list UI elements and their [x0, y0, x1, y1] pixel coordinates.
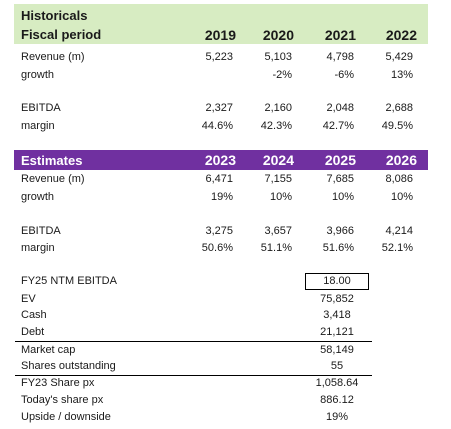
est-growth-2025: 10% [331, 191, 354, 203]
year-header-2023: 2023 [204, 152, 236, 168]
hist-margin-2021: 42.7% [322, 120, 354, 132]
est-growth-label: growth [21, 191, 55, 203]
ntm-ebitda-multiple-input[interactable]: 18.00 [305, 273, 369, 290]
est-revenue-label: Revenue (m) [21, 173, 85, 185]
todays-share-px-value: 886.12 [320, 394, 354, 406]
est-revenue-2026: 8,086 [385, 173, 413, 185]
hist-revenue-2022: 5,429 [385, 51, 413, 63]
hist-revenue-label: Revenue (m) [21, 51, 85, 63]
divider-market-cap [15, 341, 372, 342]
year-header-2020: 2020 [262, 27, 294, 43]
fy23-share-px-label: FY23 Share px [21, 377, 95, 389]
est-revenue-2024: 7,155 [264, 173, 292, 185]
ntm-ebitda-label: FY25 NTM EBITDA [21, 275, 117, 287]
est-margin-2026: 52.1% [381, 242, 413, 254]
year-header-2021: 2021 [324, 27, 356, 43]
upside-downside-value: 19% [325, 411, 349, 423]
hist-margin-label: margin [21, 120, 55, 132]
est-revenue-2025: 7,685 [326, 173, 354, 185]
cash-value: 3,418 [323, 309, 351, 321]
historicals-header [14, 4, 428, 44]
debt-value: 21,121 [320, 326, 354, 338]
year-header-2024: 2024 [262, 152, 294, 168]
todays-share-px-label: Today's share px [21, 394, 104, 406]
hist-revenue-2020: 5,103 [264, 51, 292, 63]
estimates-header [14, 150, 428, 170]
shares-outstanding-value: 55 [330, 360, 344, 372]
est-ebitda-2025: 3,966 [326, 225, 354, 237]
est-ebitda-2026: 4,214 [385, 225, 413, 237]
hist-revenue-2019: 5,223 [205, 51, 233, 63]
hist-ebitda-label: EBITDA [21, 102, 61, 114]
est-margin-2025: 51.6% [322, 242, 354, 254]
hist-margin-2020: 42.3% [260, 120, 292, 132]
fy23-share-px-value: 1,058.64 [315, 377, 359, 389]
hist-revenue-2021: 4,798 [326, 51, 354, 63]
market-cap-value: 58,149 [320, 344, 354, 356]
est-ebitda-2023: 3,275 [205, 225, 233, 237]
cash-label: Cash [21, 309, 47, 321]
ev-label: EV [21, 293, 36, 305]
ev-value: 75,852 [320, 293, 354, 305]
hist-growth-2021: -6% [334, 69, 354, 81]
estimates-title: Estimates [21, 153, 83, 168]
debt-label: Debt [21, 326, 45, 338]
hist-margin-2019: 44.6% [201, 120, 233, 132]
est-growth-2023: 19% [210, 191, 233, 203]
historicals-title: Historicals [21, 8, 88, 23]
est-ebitda-label: EBITDA [21, 225, 61, 237]
est-margin-label: margin [21, 242, 55, 254]
est-margin-2024: 51.1% [260, 242, 292, 254]
est-growth-2024: 10% [269, 191, 292, 203]
est-margin-2023: 50.6% [201, 242, 233, 254]
hist-growth-2022: 13% [390, 69, 413, 81]
year-header-2026: 2026 [385, 152, 417, 168]
market-cap-label: Market cap [21, 344, 76, 356]
fiscal-period-label: Fiscal period [21, 27, 102, 42]
hist-ebitda-2022: 2,688 [385, 102, 413, 114]
year-header-2019: 2019 [204, 27, 236, 43]
est-growth-2026: 10% [390, 191, 413, 203]
upside-downside-label: Upside / downside [21, 411, 111, 423]
est-ebitda-2024: 3,657 [264, 225, 292, 237]
shares-outstanding-label: Shares outstanding [21, 360, 116, 372]
hist-ebitda-2021: 2,048 [326, 102, 354, 114]
hist-growth-2020: -2% [272, 69, 292, 81]
divider-share-px [15, 375, 372, 376]
hist-margin-2022: 49.5% [381, 120, 413, 132]
year-header-2025: 2025 [324, 152, 356, 168]
est-revenue-2023: 6,471 [205, 173, 233, 185]
hist-growth-label: growth [21, 69, 55, 81]
hist-ebitda-2019: 2,327 [205, 102, 233, 114]
hist-ebitda-2020: 2,160 [264, 102, 292, 114]
year-header-2022: 2022 [385, 27, 417, 43]
